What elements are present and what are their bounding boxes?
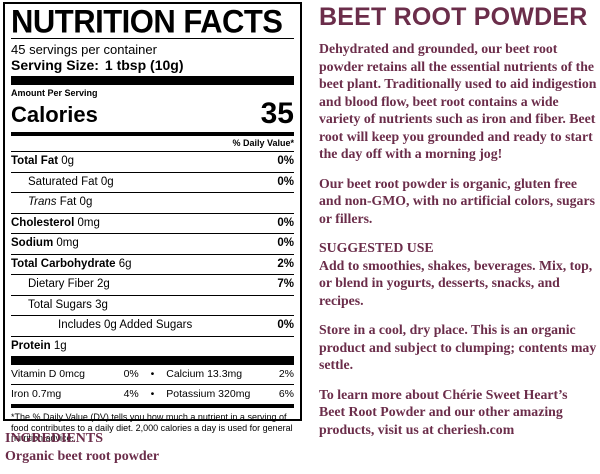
- description-paragraph: Dehydrated and grounded, our beet root p…: [319, 41, 597, 161]
- calcium: Calcium 13.3mg: [166, 368, 243, 380]
- bullet-icon: •: [150, 388, 155, 400]
- organic-paragraph: Our beet root powder is organic, gluten …: [319, 175, 595, 226]
- sodium-row: Sodium 0mg 0%: [11, 233, 294, 254]
- nutrition-facts-title: NUTRITION FACTS: [11, 2, 283, 40]
- storage-paragraph: Store in a cool, dry place. This is an o…: [319, 322, 597, 372]
- learn-more-paragraph: To learn more about Chérie Sweet Heart’s…: [319, 386, 568, 437]
- protein-row: Protein 1g: [11, 335, 294, 357]
- vitamin-row-1: Vitamin D 0mcg 0% • Calcium 13.3mg 2%: [11, 365, 294, 384]
- ingredients-section: INGREDIENTS Organic beet root powder: [5, 430, 305, 466]
- potassium: Potassium 320mg: [166, 388, 251, 400]
- saturated-fat-row: Saturated Fat 0g 0%: [11, 171, 294, 193]
- total-fat-row: Total Fat 0g 0%: [11, 151, 294, 172]
- servings-per-container: 45 servings per container: [11, 42, 157, 57]
- suggested-use-heading: SUGGESTED USE: [319, 240, 434, 255]
- serving-size-label: Serving Size:: [11, 57, 99, 73]
- calories-value: 35: [260, 97, 294, 130]
- ingredients-text: Organic beet root powder: [5, 449, 160, 464]
- vitamin-d: Vitamin D 0mcg: [11, 368, 85, 380]
- daily-value-header: % Daily Value*: [232, 138, 294, 148]
- suggested-use-text: Add to smoothies, shakes, beverages. Mix…: [319, 257, 593, 308]
- vitamin-row-2: Iron 0.7mg 4% • Potassium 320mg 6%: [11, 384, 294, 404]
- serving-size: Serving Size: 1 tbsp (10g): [11, 57, 294, 74]
- dietary-fiber-row: Dietary Fiber 2g 7%: [11, 274, 294, 295]
- bullet-icon: •: [150, 368, 155, 380]
- total-carbohydrate-row: Total Carbohydrate 6g 2%: [11, 253, 294, 275]
- calories-row: Calories 35: [11, 99, 294, 129]
- calories-label: Calories: [11, 102, 98, 127]
- iron: Iron 0.7mg: [11, 388, 62, 400]
- product-description: BEET ROOT POWDER Dehydrated and grounded…: [319, 2, 597, 438]
- daily-value-footnote: *The % Daily Value (DV) tells you how mu…: [11, 412, 293, 443]
- cholesterol-row: Cholesterol 0mg 0%: [11, 212, 294, 234]
- trans-fat-row: Trans Fat 0g: [11, 192, 294, 213]
- total-sugars-row: Total Sugars 3g: [11, 294, 294, 316]
- ingredients-heading: INGREDIENTS: [5, 431, 104, 446]
- added-sugars-row: Includes 0g Added Sugars 0%: [11, 315, 294, 336]
- nutrition-facts-label: NUTRITION FACTS 45 servings per containe…: [3, 2, 302, 443]
- product-title: BEET ROOT POWDER: [319, 3, 588, 31]
- amount-per-serving: Amount Per Serving: [11, 88, 98, 98]
- serving-size-value: 1 tbsp (10g): [104, 57, 184, 73]
